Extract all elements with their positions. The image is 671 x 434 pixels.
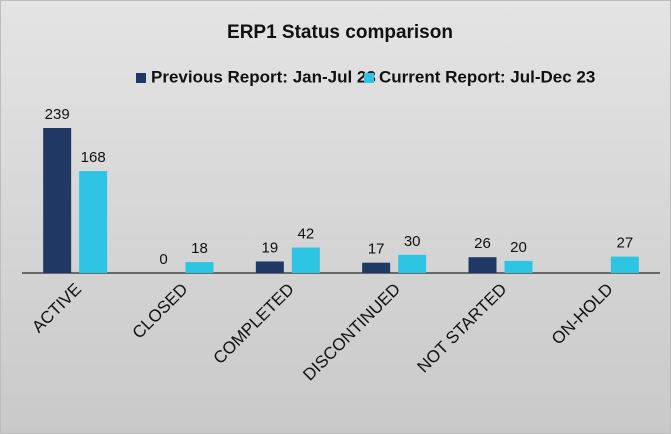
data-label: 20 bbox=[510, 239, 527, 256]
data-label: 42 bbox=[297, 225, 314, 242]
data-label: 168 bbox=[81, 149, 106, 166]
bar bbox=[291, 247, 320, 273]
data-label: 30 bbox=[404, 233, 421, 250]
bar bbox=[504, 260, 533, 273]
bar bbox=[43, 128, 72, 273]
legend-label: Previous Report: Jan-Jul 23 bbox=[151, 67, 376, 86]
data-label: 26 bbox=[474, 235, 491, 252]
legend-label: Current Report: Jul-Dec 23 bbox=[379, 67, 595, 86]
legend-swatch bbox=[364, 73, 374, 83]
bar bbox=[362, 262, 391, 273]
data-label: 0 bbox=[159, 251, 167, 268]
bar bbox=[468, 257, 497, 273]
data-label: 27 bbox=[616, 235, 633, 252]
bar bbox=[79, 171, 108, 273]
bar bbox=[398, 254, 427, 273]
bar bbox=[185, 262, 214, 273]
bar bbox=[610, 256, 639, 273]
data-label: 17 bbox=[368, 241, 385, 258]
data-label: 18 bbox=[191, 240, 208, 257]
legend-swatch bbox=[136, 73, 146, 83]
data-label: 19 bbox=[261, 239, 278, 256]
chart-title: ERP1 Status comparison bbox=[227, 22, 453, 43]
bar bbox=[255, 261, 284, 273]
data-label: 239 bbox=[45, 106, 70, 123]
